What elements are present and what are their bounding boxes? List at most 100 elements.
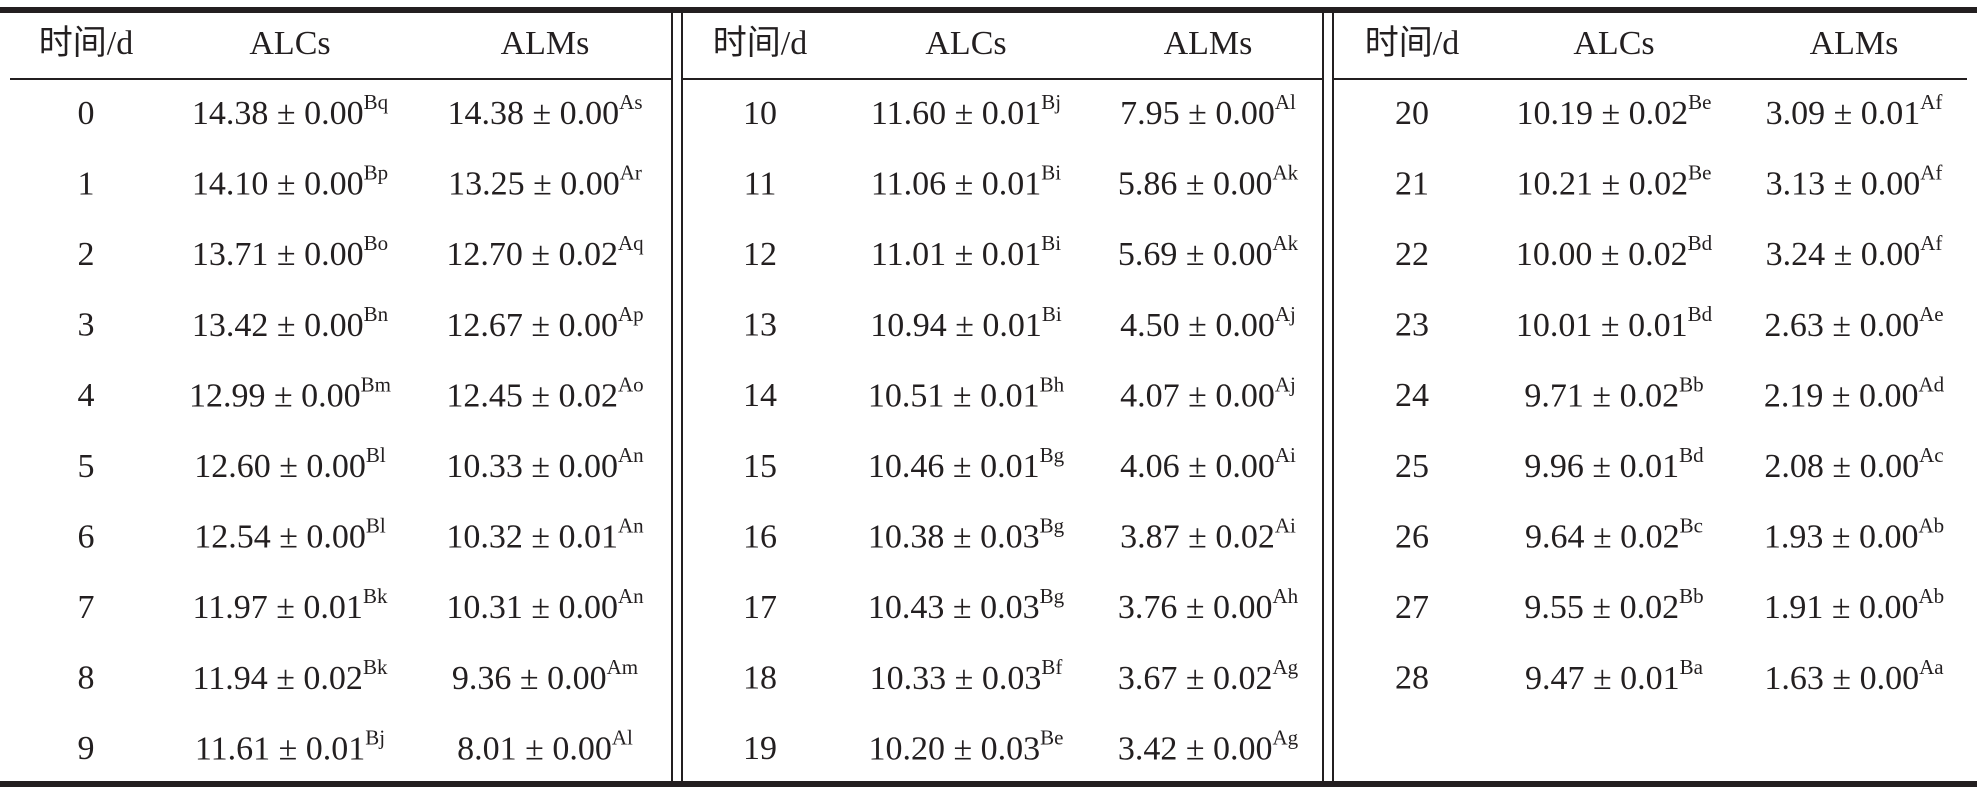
cell: 10.51 ± 0.01Bh [868, 372, 1065, 414]
cell-value: 13.71 ± 0.00 [192, 236, 364, 273]
cell: 3.87 ± 0.02Ai [1120, 513, 1296, 555]
cell: 11.01 ± 0.01Bi [871, 231, 1061, 273]
cell: 11.60 ± 0.01Bj [871, 90, 1061, 132]
cell: 9.64 ± 0.02Bc [1525, 513, 1703, 555]
cell: 3.67 ± 0.02Ag [1118, 655, 1299, 697]
panel-divider [671, 7, 673, 787]
significance-letter: Ao [618, 372, 644, 396]
significance-letter: Am [607, 655, 639, 679]
cell: 8.01 ± 0.00Al [457, 725, 633, 767]
cell-value: 3.13 ± 0.00 [1766, 165, 1921, 202]
cell-value: 12.99 ± 0.00 [189, 377, 361, 414]
significance-letter: Af [1920, 231, 1942, 255]
column-header: 时间/d [1365, 25, 1459, 62]
cell: 3.13 ± 0.00Af [1766, 160, 1943, 202]
cell-value: 11.61 ± 0.01 [195, 730, 365, 767]
cell-value: 10.21 ± 0.02 [1517, 165, 1689, 202]
cell-value: 14.38 ± 0.00 [192, 95, 364, 132]
cell-value: 9.47 ± 0.01 [1525, 660, 1680, 697]
cell: 10.21 ± 0.02Be [1517, 160, 1712, 202]
header-rule [10, 78, 671, 80]
column-header: ALCs [249, 25, 330, 62]
cell: 12.99 ± 0.00Bm [189, 372, 391, 414]
significance-letter: Bi [1041, 231, 1061, 255]
time-cell: 15 [743, 448, 777, 485]
cell-value: 14.10 ± 0.00 [192, 165, 364, 202]
time-cell: 7 [78, 589, 95, 626]
cell-value: 1.63 ± 0.00 [1764, 660, 1919, 697]
significance-letter: Bf [1041, 655, 1062, 679]
cell-value: 13.25 ± 0.00 [448, 165, 620, 202]
header-rule [1334, 78, 1967, 80]
time-cell: 10 [743, 95, 777, 132]
cell: 10.20 ± 0.03Be [869, 725, 1064, 767]
significance-letter: Ae [1919, 302, 1944, 326]
cell-value: 2.19 ± 0.00 [1764, 377, 1919, 414]
cell-value: 4.07 ± 0.00 [1120, 377, 1275, 414]
cell-value: 11.94 ± 0.02 [193, 660, 363, 697]
panel-divider [1332, 7, 1334, 787]
cell-value: 10.51 ± 0.01 [868, 377, 1040, 414]
significance-letter: Ap [618, 302, 644, 326]
cell-value: 12.67 ± 0.00 [446, 307, 618, 344]
top-rule [0, 7, 1977, 13]
cell: 11.06 ± 0.01Bi [871, 160, 1061, 202]
cell: 9.47 ± 0.01Ba [1525, 655, 1704, 697]
cell: 10.43 ± 0.03Bg [868, 584, 1065, 626]
cell-value: 9.55 ± 0.02 [1524, 589, 1679, 626]
cell: 3.24 ± 0.00Af [1766, 231, 1943, 273]
significance-letter: Bi [1042, 302, 1062, 326]
time-cell: 8 [78, 660, 95, 697]
significance-letter: Ai [1275, 513, 1296, 537]
column-header: ALMs [1164, 25, 1253, 62]
time-cell: 22 [1395, 236, 1429, 273]
time-cell: 6 [78, 518, 95, 555]
cell-value: 3.76 ± 0.00 [1118, 589, 1273, 626]
cell: 11.97 ± 0.01Bk [193, 584, 388, 626]
cell: 12.60 ± 0.00Bl [194, 443, 386, 485]
cell-value: 12.54 ± 0.00 [194, 518, 366, 555]
cell-value: 7.95 ± 0.00 [1120, 95, 1275, 132]
cell-value: 12.60 ± 0.00 [194, 448, 366, 485]
time-cell: 12 [743, 236, 777, 273]
significance-letter: Aj [1275, 302, 1296, 326]
cell: 9.36 ± 0.00Am [452, 655, 638, 697]
significance-letter: Bl [366, 513, 386, 537]
cell: 13.42 ± 0.00Bn [192, 302, 389, 344]
significance-letter: Ai [1275, 443, 1296, 467]
cell-value: 4.06 ± 0.00 [1120, 448, 1275, 485]
time-cell: 5 [78, 448, 95, 485]
cell-value: 3.09 ± 0.01 [1766, 95, 1921, 132]
significance-letter: Ak [1273, 160, 1299, 184]
cell: 10.01 ± 0.01Bd [1516, 302, 1713, 344]
cell-value: 9.64 ± 0.02 [1525, 518, 1680, 555]
time-cell: 23 [1395, 307, 1429, 344]
time-cell: 3 [78, 307, 95, 344]
cell-value: 10.00 ± 0.02 [1516, 236, 1688, 273]
significance-letter: Al [1275, 90, 1296, 114]
cell-value: 11.97 ± 0.01 [193, 589, 363, 626]
significance-letter: Ad [1919, 372, 1945, 396]
significance-letter: Bo [364, 231, 389, 255]
cell: 10.19 ± 0.02Be [1517, 90, 1712, 132]
significance-letter: Bd [1688, 302, 1713, 326]
cell: 9.96 ± 0.01Bd [1524, 443, 1704, 485]
time-cell: 19 [743, 730, 777, 767]
cell: 2.63 ± 0.00Ae [1764, 302, 1943, 344]
bottom-rule [0, 781, 1977, 787]
column-header: ALMs [1810, 25, 1899, 62]
cell: 10.31 ± 0.00An [446, 584, 644, 626]
significance-letter: Be [1040, 725, 1063, 749]
time-cell: 28 [1395, 660, 1429, 697]
cell-value: 12.45 ± 0.02 [446, 377, 618, 414]
cell-value: 9.36 ± 0.00 [452, 660, 607, 697]
cell-value: 10.32 ± 0.01 [446, 518, 618, 555]
cell-value: 3.87 ± 0.02 [1120, 518, 1275, 555]
cell-value: 11.01 ± 0.01 [871, 236, 1041, 273]
cell-value: 10.43 ± 0.03 [868, 589, 1040, 626]
cell: 11.94 ± 0.02Bk [193, 655, 388, 697]
significance-letter: Bk [363, 584, 388, 608]
cell: 4.07 ± 0.00Aj [1120, 372, 1296, 414]
cell-value: 10.20 ± 0.03 [869, 730, 1041, 767]
